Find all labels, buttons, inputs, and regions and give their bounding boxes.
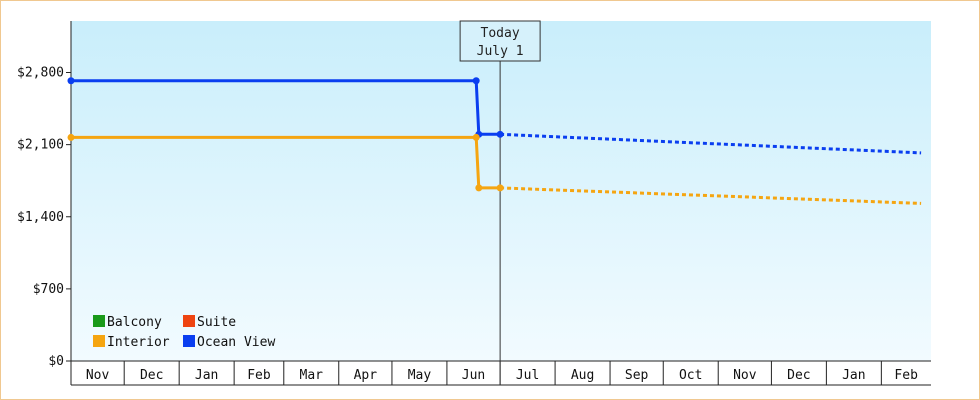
interior-point [475, 184, 483, 192]
month-label: May [408, 368, 432, 383]
legend-swatch [93, 315, 105, 327]
ocean-view-point [67, 77, 75, 85]
legend: Balcony Suite Interior Ocean View [93, 315, 275, 350]
y-axis: $0 $700 $1,400 $2,100 $2,800 [17, 21, 72, 369]
interior-line [71, 135, 501, 190]
month-label: Feb [247, 368, 271, 383]
legend-label: Suite [197, 315, 236, 330]
today-marker: Today July 1 [459, 20, 541, 385]
interior-point [472, 133, 480, 141]
legend-swatch [93, 335, 105, 347]
y-tick-label: $0 [48, 354, 64, 369]
ocean-view-line [71, 79, 501, 136]
interior-point [67, 133, 75, 141]
interior-point [496, 184, 504, 192]
month-label: Jan [842, 368, 865, 383]
today-date-label: July 1 [477, 44, 524, 59]
legend-label: Ocean View [197, 335, 275, 350]
month-label: Jun [462, 368, 485, 383]
legend-label: Interior [107, 335, 170, 350]
ocean-view-forecast-line [500, 132, 922, 155]
ocean-view-point [496, 130, 504, 138]
x-axis: Nov Dec Jan Feb Mar Apr May Jun Jul Aug Sep Oct Nov D… [70, 360, 931, 386]
today-box [459, 20, 541, 62]
month-label: Jan [195, 368, 218, 383]
interior-forecast-line [500, 186, 922, 205]
y-tick-label: $1,400 [17, 210, 64, 225]
y-tick-label: $2,100 [17, 138, 64, 153]
month-label: Apr [354, 368, 378, 383]
month-label: Nov [733, 368, 757, 383]
month-label: Dec [787, 368, 810, 383]
y-tick-label: $2,800 [17, 66, 64, 81]
today-label: Today [481, 26, 520, 41]
series-group [67, 77, 922, 205]
legend-label: Balcony [107, 315, 162, 330]
month-label: Sep [625, 368, 649, 383]
y-tick-label: $700 [33, 282, 64, 297]
month-label: Jul [516, 368, 539, 383]
legend-swatch [183, 315, 195, 327]
month-label: Aug [571, 368, 594, 383]
month-label: Feb [894, 368, 918, 383]
legend-swatch [183, 335, 195, 347]
month-label: Nov [86, 368, 110, 383]
month-label: Mar [300, 368, 324, 383]
month-label: Dec [140, 368, 163, 383]
month-label: Oct [679, 368, 702, 383]
ocean-view-point [472, 77, 480, 85]
